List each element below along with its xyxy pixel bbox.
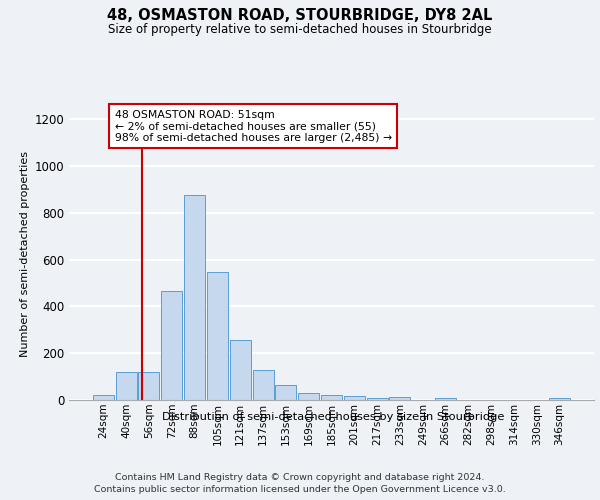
Bar	[298, 392, 319, 400]
Bar	[207, 272, 228, 400]
Bar	[93, 396, 114, 400]
Text: Size of property relative to semi-detached houses in Stourbridge: Size of property relative to semi-detach…	[108, 22, 492, 36]
Bar	[184, 195, 205, 400]
Text: 48 OSMASTON ROAD: 51sqm
← 2% of semi-detached houses are smaller (55)
98% of sem: 48 OSMASTON ROAD: 51sqm ← 2% of semi-det…	[115, 110, 392, 143]
Bar	[549, 398, 570, 400]
Bar	[435, 398, 456, 400]
Text: Contains HM Land Registry data © Crown copyright and database right 2024.
Contai: Contains HM Land Registry data © Crown c…	[94, 472, 506, 494]
Bar	[344, 396, 365, 400]
Bar	[367, 398, 388, 400]
Text: Distribution of semi-detached houses by size in Stourbridge: Distribution of semi-detached houses by …	[162, 412, 504, 422]
Bar	[161, 291, 182, 400]
Bar	[321, 395, 342, 400]
Y-axis label: Number of semi-detached properties: Number of semi-detached properties	[20, 151, 30, 357]
Bar	[253, 370, 274, 400]
Bar	[139, 372, 160, 400]
Bar	[116, 372, 137, 400]
Bar	[389, 397, 410, 400]
Text: 48, OSMASTON ROAD, STOURBRIDGE, DY8 2AL: 48, OSMASTON ROAD, STOURBRIDGE, DY8 2AL	[107, 8, 493, 22]
Bar	[275, 385, 296, 400]
Bar	[230, 340, 251, 400]
